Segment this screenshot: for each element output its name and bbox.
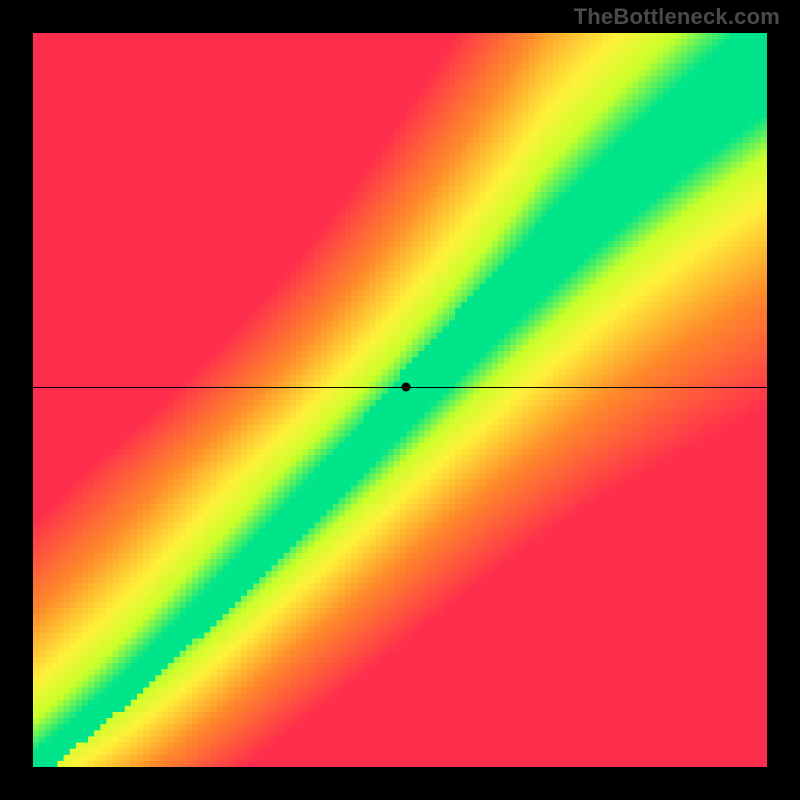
chart-container: TheBottleneck.com — [0, 0, 800, 800]
watermark-text: TheBottleneck.com — [574, 4, 780, 30]
crosshair-marker — [401, 382, 410, 391]
heatmap-canvas — [33, 33, 767, 767]
crosshair-horizontal — [33, 387, 767, 388]
heatmap-frame — [33, 33, 767, 767]
